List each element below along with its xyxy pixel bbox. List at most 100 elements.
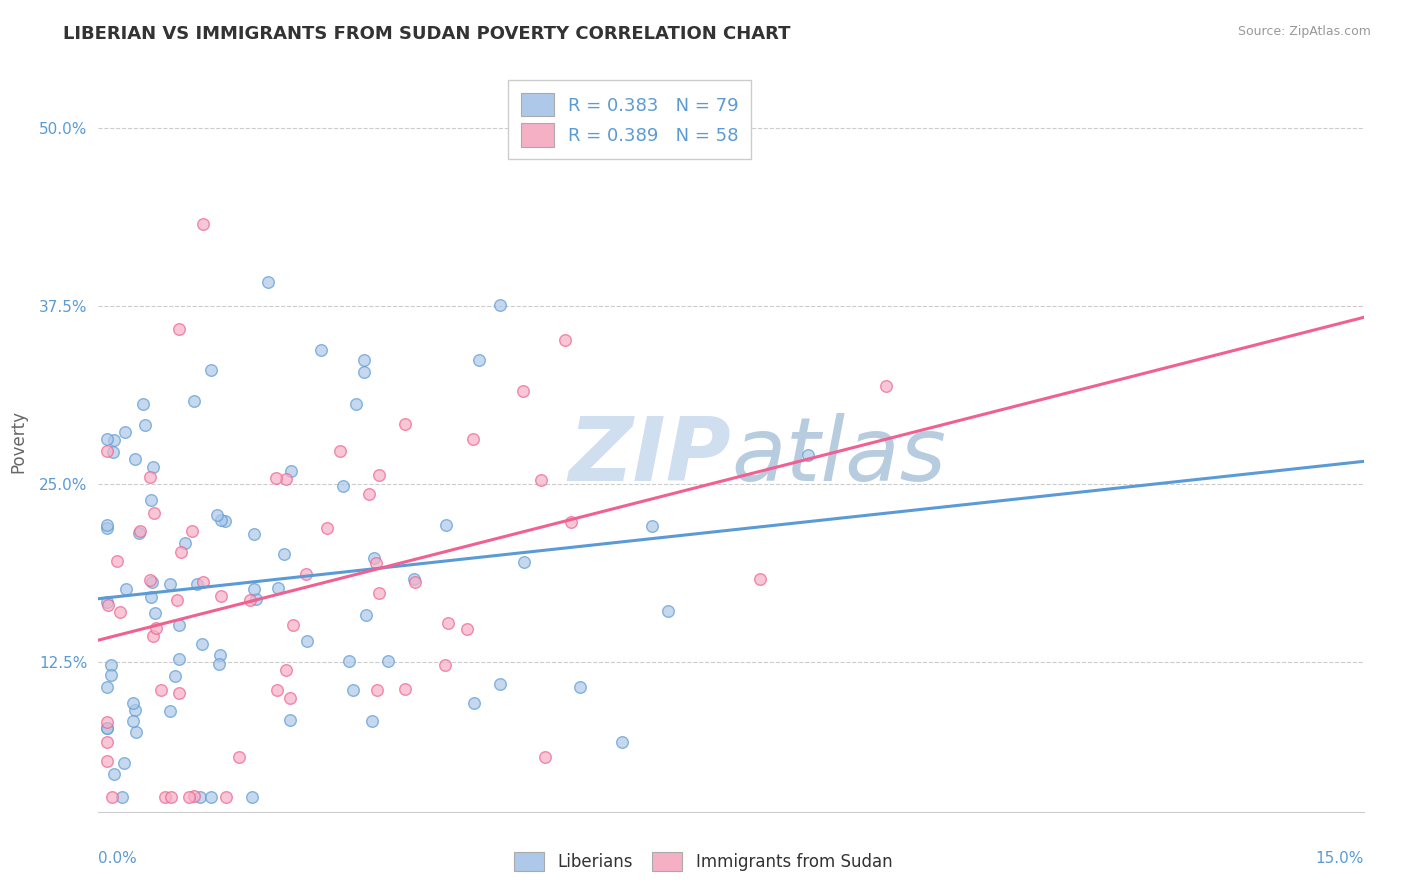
Point — [267, 581, 290, 595]
Point — [554, 333, 576, 347]
Point — [488, 298, 510, 312]
Point — [243, 582, 266, 596]
Point — [191, 574, 214, 589]
Point — [612, 735, 634, 749]
Point — [142, 460, 165, 475]
Point — [97, 599, 120, 613]
Point — [239, 593, 262, 607]
Text: 15.0%: 15.0% — [1316, 851, 1364, 865]
Point — [149, 683, 172, 698]
Point — [96, 432, 118, 446]
Text: 0.0%: 0.0% — [98, 851, 138, 865]
Point — [209, 513, 232, 527]
Point — [353, 365, 375, 379]
Point — [181, 524, 204, 539]
Point — [368, 585, 391, 599]
Point — [434, 517, 457, 532]
Point — [103, 433, 125, 447]
Point — [96, 734, 118, 748]
Point — [167, 651, 190, 665]
Point — [114, 425, 136, 439]
Point — [512, 556, 534, 570]
Point — [100, 658, 122, 673]
Point — [167, 618, 190, 632]
Point — [311, 343, 333, 357]
Point — [283, 618, 305, 632]
Point — [568, 680, 591, 694]
Point — [96, 680, 118, 694]
Point — [748, 572, 770, 586]
Point — [437, 615, 460, 630]
Text: LIBERIAN VS IMMIGRANTS FROM SUDAN POVERTY CORRELATION CHART: LIBERIAN VS IMMIGRANTS FROM SUDAN POVERT… — [63, 25, 790, 43]
Point — [489, 677, 512, 691]
Point — [200, 363, 222, 377]
Point — [215, 790, 238, 805]
Point — [209, 648, 232, 662]
Point — [354, 608, 377, 623]
Point — [170, 545, 193, 559]
Point — [796, 448, 818, 462]
Point — [266, 682, 288, 697]
Point — [404, 574, 426, 589]
Point — [96, 721, 118, 735]
Point — [276, 663, 298, 677]
Legend: R = 0.383   N = 79, R = 0.389   N = 58: R = 0.383 N = 79, R = 0.389 N = 58 — [509, 80, 751, 160]
Point — [122, 696, 145, 710]
Point — [111, 790, 134, 805]
Point — [366, 682, 388, 697]
Point — [96, 518, 118, 533]
Point — [143, 506, 166, 520]
Point — [240, 790, 263, 805]
Point — [245, 592, 267, 607]
Point — [364, 556, 387, 570]
Point — [315, 520, 337, 534]
Point — [361, 714, 384, 728]
Point — [242, 526, 264, 541]
Point — [367, 467, 389, 482]
Point — [468, 353, 491, 368]
Text: ZIP: ZIP — [568, 413, 731, 500]
Point — [209, 589, 232, 603]
Text: Source: ZipAtlas.com: Source: ZipAtlas.com — [1237, 25, 1371, 38]
Point — [332, 479, 354, 493]
Point — [433, 657, 456, 672]
Text: atlas: atlas — [731, 413, 946, 500]
Point — [115, 582, 138, 596]
Point — [96, 444, 118, 458]
Point — [657, 604, 679, 618]
Point — [134, 417, 156, 432]
Y-axis label: Poverty: Poverty — [10, 410, 28, 473]
Point — [278, 713, 301, 727]
Point — [145, 621, 167, 635]
Point — [163, 669, 186, 683]
Point — [273, 547, 295, 561]
Point — [138, 574, 160, 588]
Point — [167, 322, 190, 336]
Point — [208, 657, 231, 672]
Point — [124, 703, 146, 717]
Point — [143, 606, 166, 620]
Point — [166, 593, 188, 607]
Point — [377, 655, 399, 669]
Point — [173, 535, 195, 549]
Point — [183, 393, 205, 408]
Point — [280, 464, 302, 478]
Point — [264, 471, 287, 485]
Point — [139, 492, 162, 507]
Point — [214, 514, 236, 528]
Point — [96, 714, 118, 729]
Point — [337, 654, 360, 668]
Point — [641, 519, 664, 533]
Point — [105, 554, 128, 568]
Point — [112, 756, 135, 770]
Point — [534, 750, 557, 764]
Point — [344, 397, 367, 411]
Point — [191, 637, 214, 651]
Point — [167, 686, 190, 700]
Point — [530, 473, 553, 487]
Point — [200, 790, 222, 805]
Point — [155, 790, 177, 805]
Point — [875, 379, 897, 393]
Point — [139, 469, 162, 483]
Point — [129, 524, 152, 538]
